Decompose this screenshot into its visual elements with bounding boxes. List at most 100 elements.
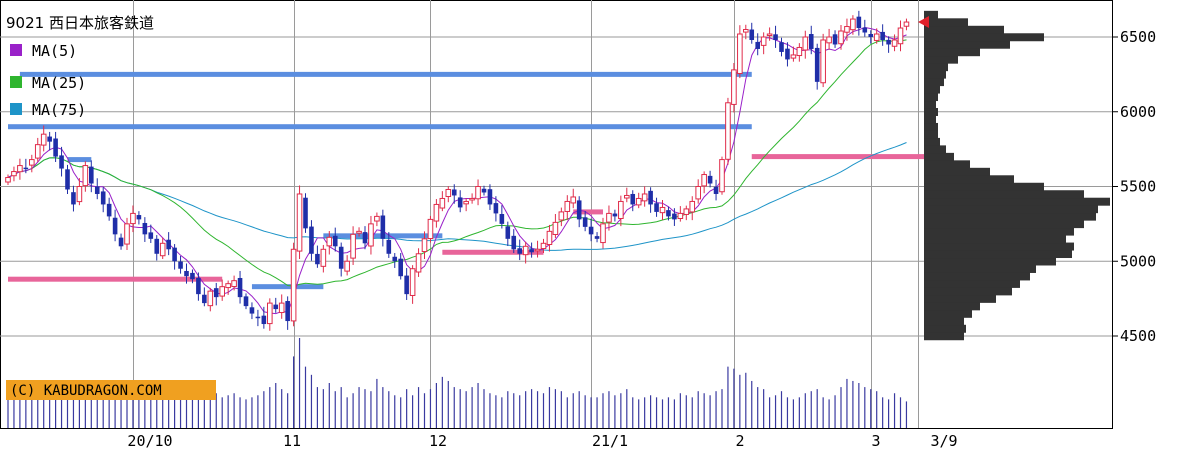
candle-body-down (154, 238, 160, 254)
candle-body-down (779, 42, 784, 52)
candle-body-up (838, 30, 844, 45)
candle-body-down (184, 270, 189, 277)
candle-body-up (635, 197, 642, 206)
x-tick-label: 20/10 (127, 432, 172, 450)
candle-body-down (309, 226, 314, 254)
candle-body-down (517, 248, 522, 254)
candle-body-down (338, 246, 344, 269)
profile-bar (924, 302, 980, 311)
candle-body-up (326, 236, 333, 247)
profile-bar (924, 220, 1084, 229)
candle-body-down (237, 277, 243, 298)
candle-body-up (439, 197, 446, 209)
axis-ticks: 4500 5000 5500 6000 6500 20/10 11 12 21/1 2 3 3/9 (127, 28, 1156, 450)
profile-bar (924, 130, 938, 139)
candle-body-down (23, 167, 29, 170)
candle-body-down (332, 235, 338, 247)
candle-body-down (785, 48, 790, 60)
profile-bar (924, 152, 954, 161)
candle-body-up (725, 102, 731, 160)
candle-body-down (576, 200, 582, 220)
plot-frame (0, 0, 1113, 429)
profile-bar (924, 85, 940, 94)
x-tick-label: 12 (429, 432, 447, 450)
candle-body-up (522, 245, 529, 256)
candle-body-up (790, 54, 797, 59)
candle-body-up (278, 302, 285, 314)
profile-bar (924, 324, 966, 333)
x-tick-label: 2 (735, 432, 744, 450)
candle-body-up (850, 18, 856, 31)
profile-bar (924, 235, 1066, 244)
candle-body-up (826, 36, 832, 44)
candle-body-down (362, 232, 368, 244)
candle-body-down (386, 239, 392, 254)
candle-body-down (880, 31, 885, 40)
candle-body-up (463, 200, 469, 205)
candle-body-up (564, 200, 571, 212)
candle-body-up (796, 46, 803, 57)
candle-body-down (612, 213, 618, 217)
profile-bar (924, 63, 948, 72)
legend-label-ma5: MA(5) (32, 42, 77, 60)
profile-bar (924, 287, 1012, 296)
candle-body-up (433, 203, 440, 222)
candle-body-down (868, 34, 874, 37)
candle-body-up (409, 268, 416, 296)
sr-band (67, 157, 92, 163)
candle-body-up (766, 33, 773, 37)
candle-body-down (303, 197, 308, 229)
candle-body-down (178, 261, 183, 269)
candle-body-up (219, 286, 225, 297)
candle-body-up (695, 186, 702, 200)
candle-body-up (683, 208, 690, 215)
candle-body-up (374, 215, 380, 222)
candle-body-down (285, 301, 290, 322)
candle-body-down (398, 258, 403, 277)
candle-body-up (873, 33, 880, 41)
candle-body-down (190, 272, 195, 280)
profile-bar (924, 145, 946, 154)
volume-profile (924, 10, 1110, 341)
profile-bar (924, 25, 1004, 34)
candle-body-down (814, 47, 820, 82)
candle-body-down (392, 256, 398, 262)
profile-bar (924, 40, 1010, 49)
candle-body-down (273, 304, 279, 310)
candle-body-up (350, 233, 356, 259)
profile-bar (924, 257, 1056, 266)
candle-body-up (844, 26, 850, 33)
profile-bar (924, 78, 944, 87)
candle-body-up (5, 177, 11, 183)
profile-bar (924, 100, 936, 109)
candle-body-down (856, 16, 862, 29)
candle-body-down (808, 34, 814, 49)
sr-band (8, 124, 752, 130)
profile-bar (924, 250, 1072, 259)
y-tick-label: 6000 (1120, 103, 1156, 121)
candle-body-down (654, 203, 659, 212)
candle-body-down (404, 275, 409, 295)
y-tick-label: 6500 (1120, 28, 1156, 46)
y-tick-label: 5000 (1120, 252, 1156, 270)
candle-body-up (558, 211, 565, 221)
profile-bar (924, 294, 996, 303)
legend-swatch-ma75 (10, 103, 22, 115)
candle-body-up (76, 186, 83, 203)
profile-bar (924, 70, 946, 79)
candle-body-up (701, 174, 707, 187)
candle-body-down (672, 213, 677, 220)
candle-body-down (106, 203, 112, 217)
candle-body-down (65, 169, 70, 190)
candle-body-up (570, 196, 577, 204)
profile-bar (924, 93, 938, 102)
candle-body-down (148, 232, 154, 239)
candle-body-up (475, 186, 481, 200)
profile-bar (924, 108, 938, 116)
profile-bar (924, 190, 1084, 199)
candle-body-down (213, 288, 219, 298)
chart-title: 9021 西日本旅客鉄道 (6, 14, 154, 32)
candle-body-down (142, 222, 148, 235)
legend: 9021 西日本旅客鉄道 MA(5) MA(25) MA(75) (6, 14, 154, 119)
